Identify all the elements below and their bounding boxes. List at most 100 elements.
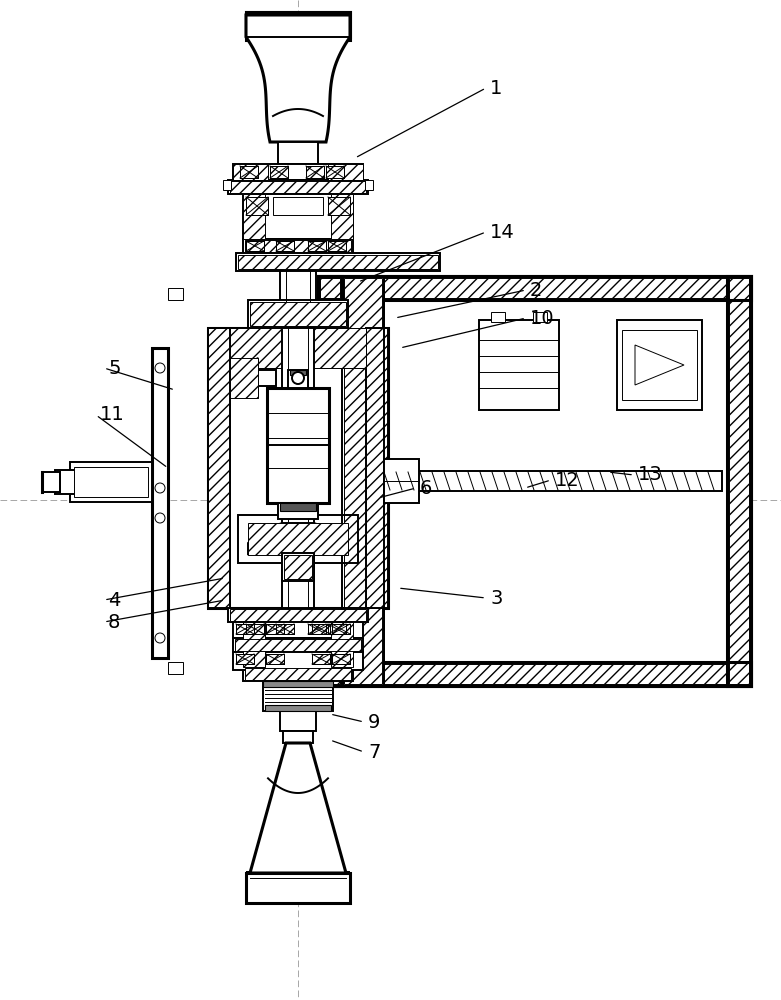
Bar xyxy=(248,523,348,555)
Bar xyxy=(55,470,75,494)
Text: 1: 1 xyxy=(490,79,502,98)
Bar xyxy=(243,622,353,667)
Bar xyxy=(332,654,350,664)
Text: 8: 8 xyxy=(108,612,120,632)
Bar xyxy=(246,873,350,903)
Bar xyxy=(233,638,363,652)
Bar xyxy=(233,164,268,180)
Bar xyxy=(70,462,152,502)
Bar xyxy=(267,388,329,503)
Bar xyxy=(238,515,358,563)
Bar xyxy=(280,503,316,511)
Bar xyxy=(332,624,350,634)
Text: 12: 12 xyxy=(555,471,580,489)
Bar xyxy=(208,328,230,608)
Bar xyxy=(312,654,330,664)
Bar xyxy=(273,197,323,215)
Bar xyxy=(266,654,284,664)
Text: 2: 2 xyxy=(530,280,542,300)
Bar xyxy=(236,253,440,271)
Bar xyxy=(328,197,350,215)
Bar xyxy=(320,664,749,684)
Bar xyxy=(318,276,751,300)
Bar xyxy=(246,241,264,251)
Bar xyxy=(168,662,183,674)
Bar xyxy=(233,164,363,180)
Bar xyxy=(278,503,318,519)
Bar xyxy=(236,624,254,634)
Bar xyxy=(270,166,288,178)
Text: 9: 9 xyxy=(368,712,380,732)
Bar xyxy=(320,278,340,298)
Bar xyxy=(366,328,388,608)
Bar xyxy=(320,278,749,298)
Bar xyxy=(282,553,314,581)
Text: 4: 4 xyxy=(108,590,120,609)
Bar xyxy=(366,328,388,608)
Bar xyxy=(312,624,330,634)
Bar xyxy=(230,328,366,368)
Bar xyxy=(617,320,702,410)
Bar xyxy=(280,253,316,271)
Bar xyxy=(230,358,258,398)
Circle shape xyxy=(155,633,165,643)
Bar xyxy=(233,622,363,638)
Polygon shape xyxy=(248,523,348,555)
Bar xyxy=(280,711,316,731)
Bar xyxy=(312,624,330,634)
Bar xyxy=(491,312,505,322)
Bar xyxy=(233,652,363,670)
Bar xyxy=(250,302,346,326)
Circle shape xyxy=(155,483,165,493)
Bar xyxy=(248,300,348,328)
Bar xyxy=(243,239,353,253)
Circle shape xyxy=(292,372,304,384)
Bar xyxy=(276,241,294,251)
Bar xyxy=(246,197,268,215)
Text: 3: 3 xyxy=(490,588,502,607)
Bar xyxy=(479,320,559,410)
Bar xyxy=(308,241,326,251)
Bar xyxy=(533,312,547,322)
Bar xyxy=(236,624,254,634)
Bar xyxy=(308,624,326,634)
Bar xyxy=(245,240,351,252)
Bar xyxy=(266,654,284,664)
Bar xyxy=(223,180,231,190)
Bar xyxy=(308,241,326,251)
Bar xyxy=(208,328,388,608)
Bar xyxy=(306,166,324,178)
Text: 5: 5 xyxy=(108,359,120,377)
Bar xyxy=(284,555,312,579)
Bar xyxy=(74,467,148,497)
Text: 7: 7 xyxy=(368,742,380,762)
Bar xyxy=(265,705,331,711)
Bar xyxy=(332,654,350,664)
Bar xyxy=(276,241,294,251)
Polygon shape xyxy=(230,358,276,398)
Bar xyxy=(308,624,326,634)
Bar xyxy=(246,12,350,37)
Bar xyxy=(238,255,438,269)
Bar xyxy=(328,624,346,634)
Bar xyxy=(263,681,333,687)
Bar xyxy=(727,276,751,686)
Bar xyxy=(42,472,60,492)
Bar xyxy=(331,622,353,667)
Polygon shape xyxy=(246,15,350,142)
Bar xyxy=(240,166,258,178)
Bar xyxy=(331,194,353,239)
Polygon shape xyxy=(246,743,350,873)
Bar xyxy=(208,328,230,608)
Bar xyxy=(228,180,368,194)
Bar xyxy=(318,662,751,686)
Bar xyxy=(245,668,351,680)
Bar xyxy=(290,370,306,375)
Text: 13: 13 xyxy=(638,466,663,485)
Bar xyxy=(236,654,254,664)
Bar xyxy=(266,624,284,634)
Bar xyxy=(283,164,313,176)
Bar xyxy=(243,194,265,239)
Bar xyxy=(328,197,350,215)
Bar xyxy=(306,166,324,178)
